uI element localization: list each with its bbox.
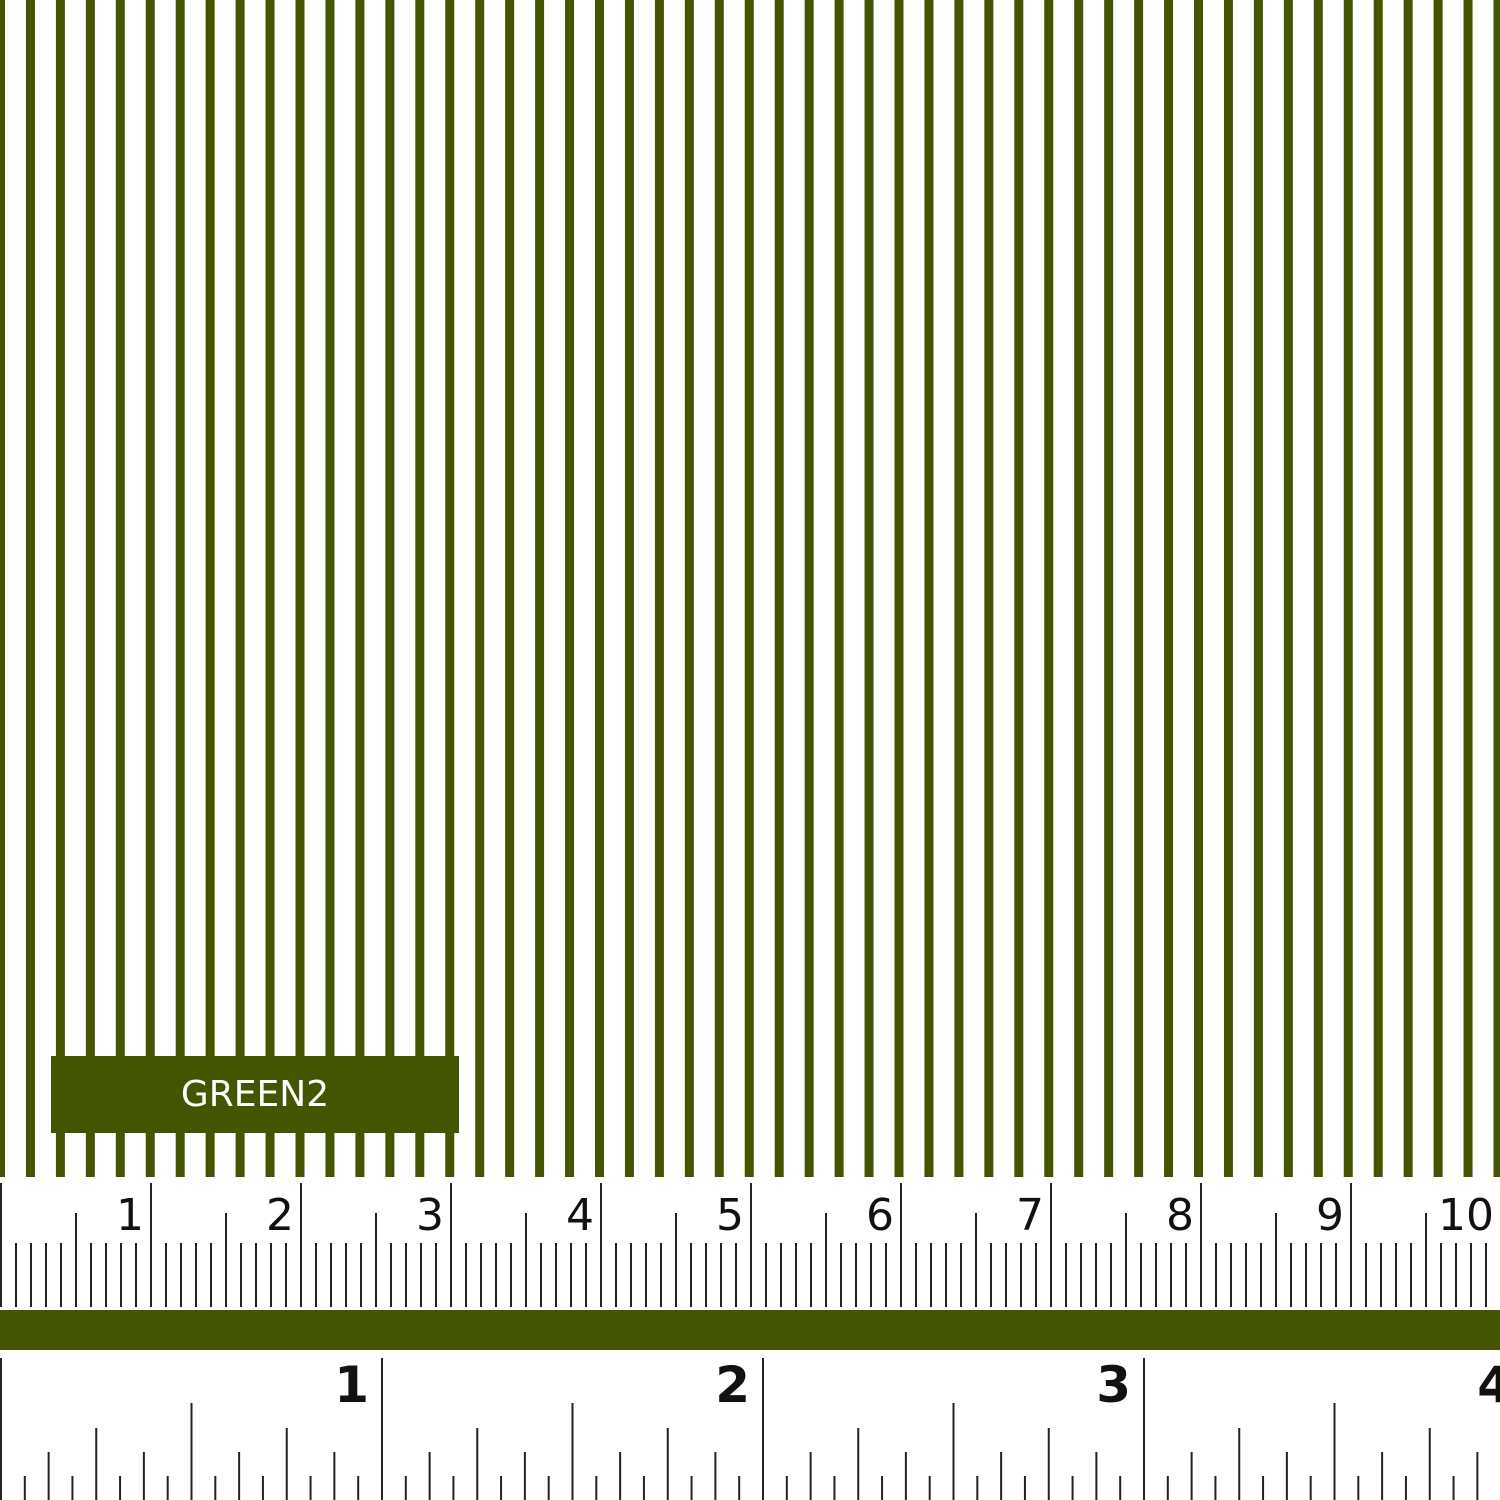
- stripe: [1403, 0, 1413, 1177]
- stripe: [355, 0, 365, 1177]
- cm-label: 5: [716, 1190, 744, 1241]
- stripe: [834, 0, 844, 1177]
- stripe: [984, 0, 994, 1177]
- inch-label: 2: [715, 1356, 750, 1414]
- stripe: [235, 0, 245, 1177]
- stripe: [1164, 0, 1174, 1177]
- stripe: [954, 0, 964, 1177]
- cm-label: 1: [116, 1190, 144, 1241]
- stripe: [1194, 0, 1203, 1177]
- inch-label: 1: [334, 1356, 369, 1414]
- stripe: [1074, 0, 1084, 1177]
- swatch-name-label: GREEN2: [51, 1056, 459, 1133]
- stripe: [1493, 0, 1500, 1177]
- stripe: [385, 0, 395, 1177]
- inch-label: 4: [1477, 1356, 1500, 1414]
- stripe: [145, 0, 155, 1177]
- stripe: [1283, 0, 1293, 1177]
- stripe: [325, 0, 335, 1177]
- centimeter-ruler: 1 2 3 4 5 6 7 8 9 10: [0, 1183, 1494, 1307]
- cm-label: 9: [1316, 1190, 1344, 1241]
- cm-label: 4: [566, 1190, 594, 1241]
- stripe: [1014, 0, 1024, 1177]
- stripe: [864, 0, 874, 1177]
- inch-label: 3: [1096, 1356, 1131, 1414]
- cm-label: 2: [266, 1190, 294, 1241]
- stripe: [1433, 0, 1443, 1177]
- cm-label: 10: [1438, 1190, 1494, 1241]
- stripe: [0, 0, 5, 1177]
- inch-ruler: 1 2 3 4: [0, 1356, 1500, 1500]
- stripe: [175, 0, 185, 1177]
- stripe: [55, 0, 65, 1177]
- stripe: [565, 0, 575, 1177]
- stripe: [1463, 0, 1473, 1177]
- stripe: [1373, 0, 1383, 1177]
- stripe: [205, 0, 215, 1177]
- stripe: [505, 0, 515, 1177]
- stripe: [295, 0, 305, 1177]
- stripe: [1253, 0, 1263, 1177]
- stripe: [115, 0, 125, 1177]
- stripe: [1313, 0, 1323, 1177]
- stripe: [804, 0, 814, 1177]
- stripe: [475, 0, 485, 1177]
- stripe: [744, 0, 754, 1177]
- cm-label: 6: [866, 1190, 894, 1241]
- cm-label: 8: [1166, 1190, 1194, 1241]
- stripe: [25, 0, 35, 1177]
- stripe: [535, 0, 545, 1177]
- stripe: [1134, 0, 1144, 1177]
- stripe: [714, 0, 724, 1177]
- stripe: [595, 0, 604, 1177]
- stripe: [624, 0, 634, 1177]
- stripe: [415, 0, 425, 1177]
- ruler-divider-band: [0, 1310, 1500, 1350]
- stripe: [1104, 0, 1114, 1177]
- stripe: [654, 0, 664, 1177]
- stripe: [445, 0, 455, 1177]
- cm-label: 3: [416, 1190, 444, 1241]
- stripe: [894, 0, 904, 1177]
- stripe: [1044, 0, 1054, 1177]
- stripe: [265, 0, 275, 1177]
- stripe: [85, 0, 95, 1177]
- cm-label: 7: [1016, 1190, 1044, 1241]
- stripe: [1343, 0, 1353, 1177]
- stripe: [774, 0, 784, 1177]
- stripe-pattern: [0, 0, 1500, 1177]
- stripe: [1223, 0, 1233, 1177]
- stripe: [684, 0, 694, 1177]
- stripe: [924, 0, 934, 1177]
